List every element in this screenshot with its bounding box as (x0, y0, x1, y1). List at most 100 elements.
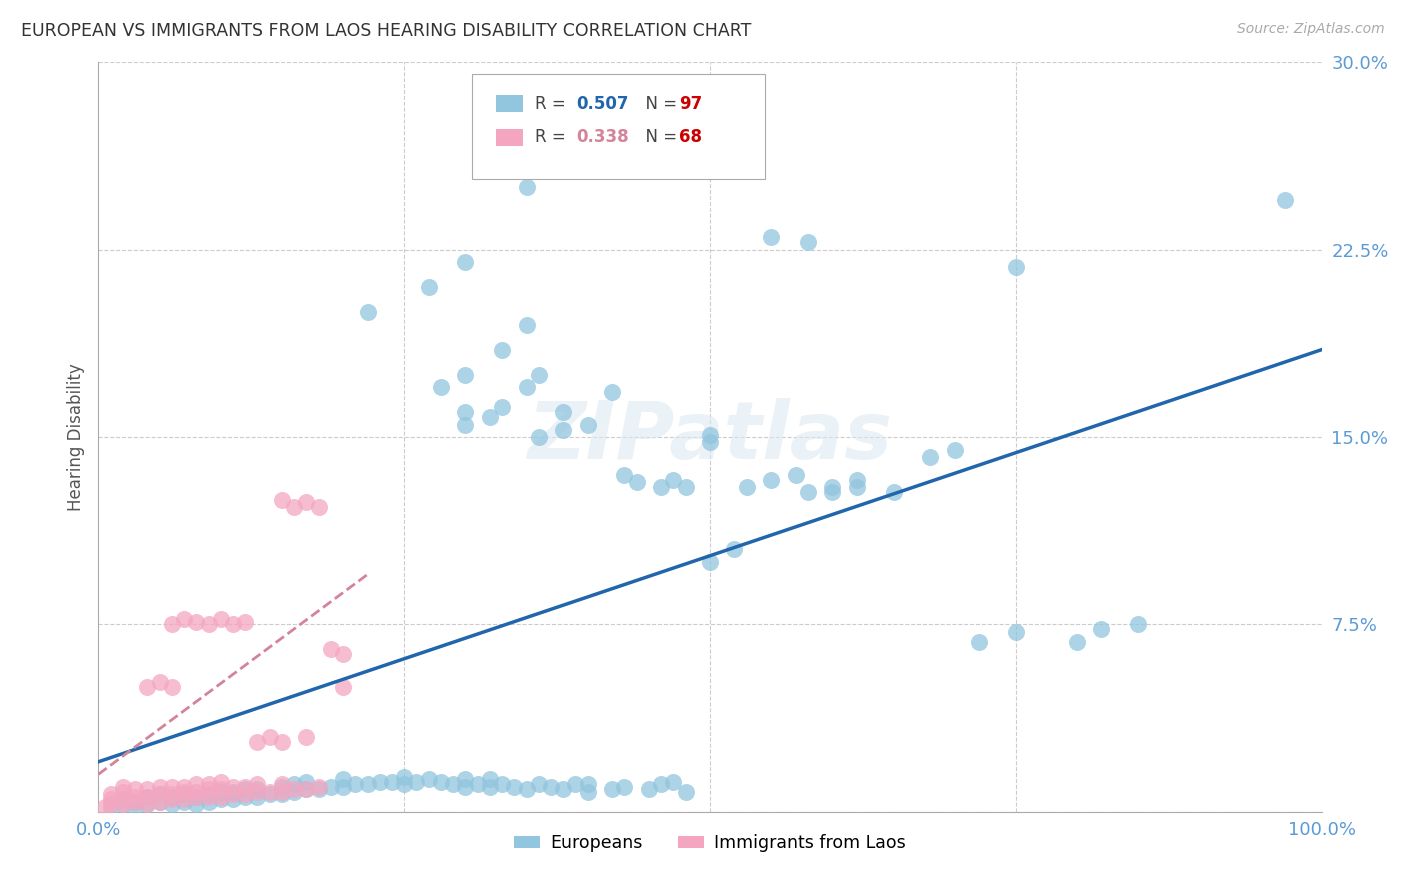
Point (160, 789, 183, 804)
Point (1274, 193, 1296, 207)
Point (233, 787, 256, 801)
Point (149, 795, 172, 809)
Point (418, 772, 440, 787)
Point (111, 785, 134, 799)
Point (699, 555, 721, 569)
Point (723, 542, 745, 557)
Point (209, 792, 232, 806)
Point (283, 500, 305, 514)
Point (124, 795, 146, 809)
Point (540, 780, 562, 794)
Point (209, 785, 232, 799)
Text: R =: R = (536, 95, 571, 112)
Point (270, 777, 294, 791)
Point (173, 792, 195, 806)
Point (515, 380, 537, 394)
Point (392, 770, 416, 784)
Point (491, 777, 513, 791)
Point (319, 780, 342, 794)
Point (821, 480, 844, 494)
Point (883, 485, 905, 500)
Text: 97: 97 (679, 95, 703, 112)
Point (197, 777, 219, 791)
Point (100, 797, 122, 812)
Point (553, 405, 575, 419)
Point (662, 473, 685, 487)
Point (576, 785, 599, 799)
Point (246, 782, 269, 797)
Point (149, 795, 172, 809)
Text: N =: N = (636, 128, 683, 146)
Point (222, 792, 245, 806)
Point (430, 774, 453, 789)
Point (295, 730, 318, 744)
Point (160, 680, 183, 694)
Point (553, 423, 575, 437)
Point (209, 612, 232, 626)
Point (1090, 623, 1112, 637)
Point (136, 789, 159, 804)
Point (356, 305, 378, 319)
Text: R =: R = (536, 128, 571, 146)
Point (197, 617, 219, 632)
Point (308, 782, 330, 797)
Point (675, 785, 697, 799)
Point (430, 380, 453, 394)
Point (160, 617, 183, 632)
Point (222, 785, 245, 799)
Point (308, 780, 330, 794)
Point (699, 427, 721, 442)
Point (209, 782, 232, 797)
Point (149, 787, 172, 801)
Point (259, 787, 281, 801)
Point (270, 785, 294, 799)
Point (100, 799, 122, 814)
Text: Source: ZipAtlas.com: Source: ZipAtlas.com (1237, 22, 1385, 37)
Point (149, 674, 172, 689)
Point (1128, 617, 1150, 632)
Point (418, 280, 440, 294)
Point (197, 787, 219, 801)
Point (173, 795, 195, 809)
Point (186, 789, 208, 804)
Point (100, 787, 122, 801)
Point (478, 410, 501, 425)
Point (197, 782, 219, 797)
Point (613, 780, 636, 794)
Point (173, 787, 195, 801)
Point (100, 792, 122, 806)
Point (441, 777, 464, 791)
Point (136, 797, 159, 812)
Point (454, 772, 477, 787)
Point (454, 368, 477, 382)
Point (332, 680, 354, 694)
Point (111, 792, 134, 806)
Point (124, 795, 146, 809)
Text: 0.338: 0.338 (576, 128, 630, 146)
Point (454, 417, 477, 432)
Point (283, 782, 305, 797)
Bar (496, 95, 523, 112)
Point (515, 782, 537, 797)
Point (124, 782, 146, 797)
Point (527, 430, 550, 444)
Point (295, 782, 318, 797)
Point (821, 485, 844, 500)
Point (637, 782, 661, 797)
FancyBboxPatch shape (471, 74, 765, 178)
Point (650, 480, 672, 494)
Point (845, 480, 868, 494)
Point (381, 774, 404, 789)
Point (283, 785, 305, 799)
Point (111, 780, 134, 794)
Point (270, 735, 294, 749)
Point (197, 789, 219, 804)
Point (186, 615, 208, 629)
Point (515, 318, 537, 332)
Point (491, 400, 513, 414)
Point (600, 782, 623, 797)
Text: EUROPEAN VS IMMIGRANTS FROM LAOS HEARING DISABILITY CORRELATION CHART: EUROPEAN VS IMMIGRANTS FROM LAOS HEARING… (21, 22, 751, 40)
Bar (496, 129, 523, 145)
Point (197, 795, 219, 809)
Point (186, 789, 208, 804)
